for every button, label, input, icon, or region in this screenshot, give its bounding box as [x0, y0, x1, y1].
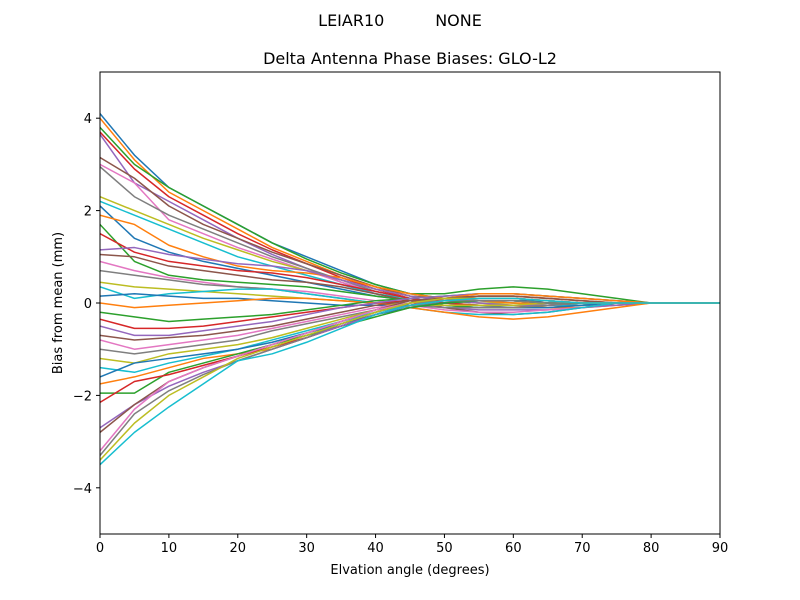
chart-suptitle: LEIAR10 NONE — [318, 11, 482, 30]
x-axis-label: Elvation angle (degrees) — [330, 563, 489, 578]
x-tick-label-70: 70 — [574, 541, 591, 556]
x-tick-label-50: 50 — [436, 541, 453, 556]
series-line-40 — [100, 297, 720, 466]
y-tick-label-4: 4 — [84, 112, 92, 127]
x-tick-label-0: 0 — [96, 541, 104, 556]
suptitle-antenna: LEIAR10 — [318, 11, 384, 30]
chart-title: Delta Antenna Phase Biases: GLO-L2 — [263, 49, 557, 68]
x-tick-label-30: 30 — [298, 541, 315, 556]
y-tick-label-3: 2 — [84, 205, 92, 220]
y-axis-label: Bias from mean (mm) — [51, 232, 66, 374]
x-tick-label-60: 60 — [505, 541, 522, 556]
y-axis-ticks: −4 −2 0 2 4 — [73, 112, 100, 497]
x-tick-label-90: 90 — [712, 541, 729, 556]
y-tick-label-0: −4 — [73, 482, 92, 497]
suptitle-radome: NONE — [435, 11, 482, 30]
y-tick-label-2: 0 — [84, 297, 92, 312]
series-group — [100, 113, 720, 466]
y-tick-label-1: −2 — [73, 389, 92, 404]
x-tick-label-20: 20 — [230, 541, 247, 556]
x-tick-label-40: 40 — [367, 541, 384, 556]
x-tick-label-80: 80 — [643, 541, 660, 556]
x-tick-label-10: 10 — [161, 541, 178, 556]
suptitle-gap — [384, 11, 435, 30]
x-axis-ticks: 0 10 20 30 40 50 60 70 80 90 — [96, 534, 728, 556]
